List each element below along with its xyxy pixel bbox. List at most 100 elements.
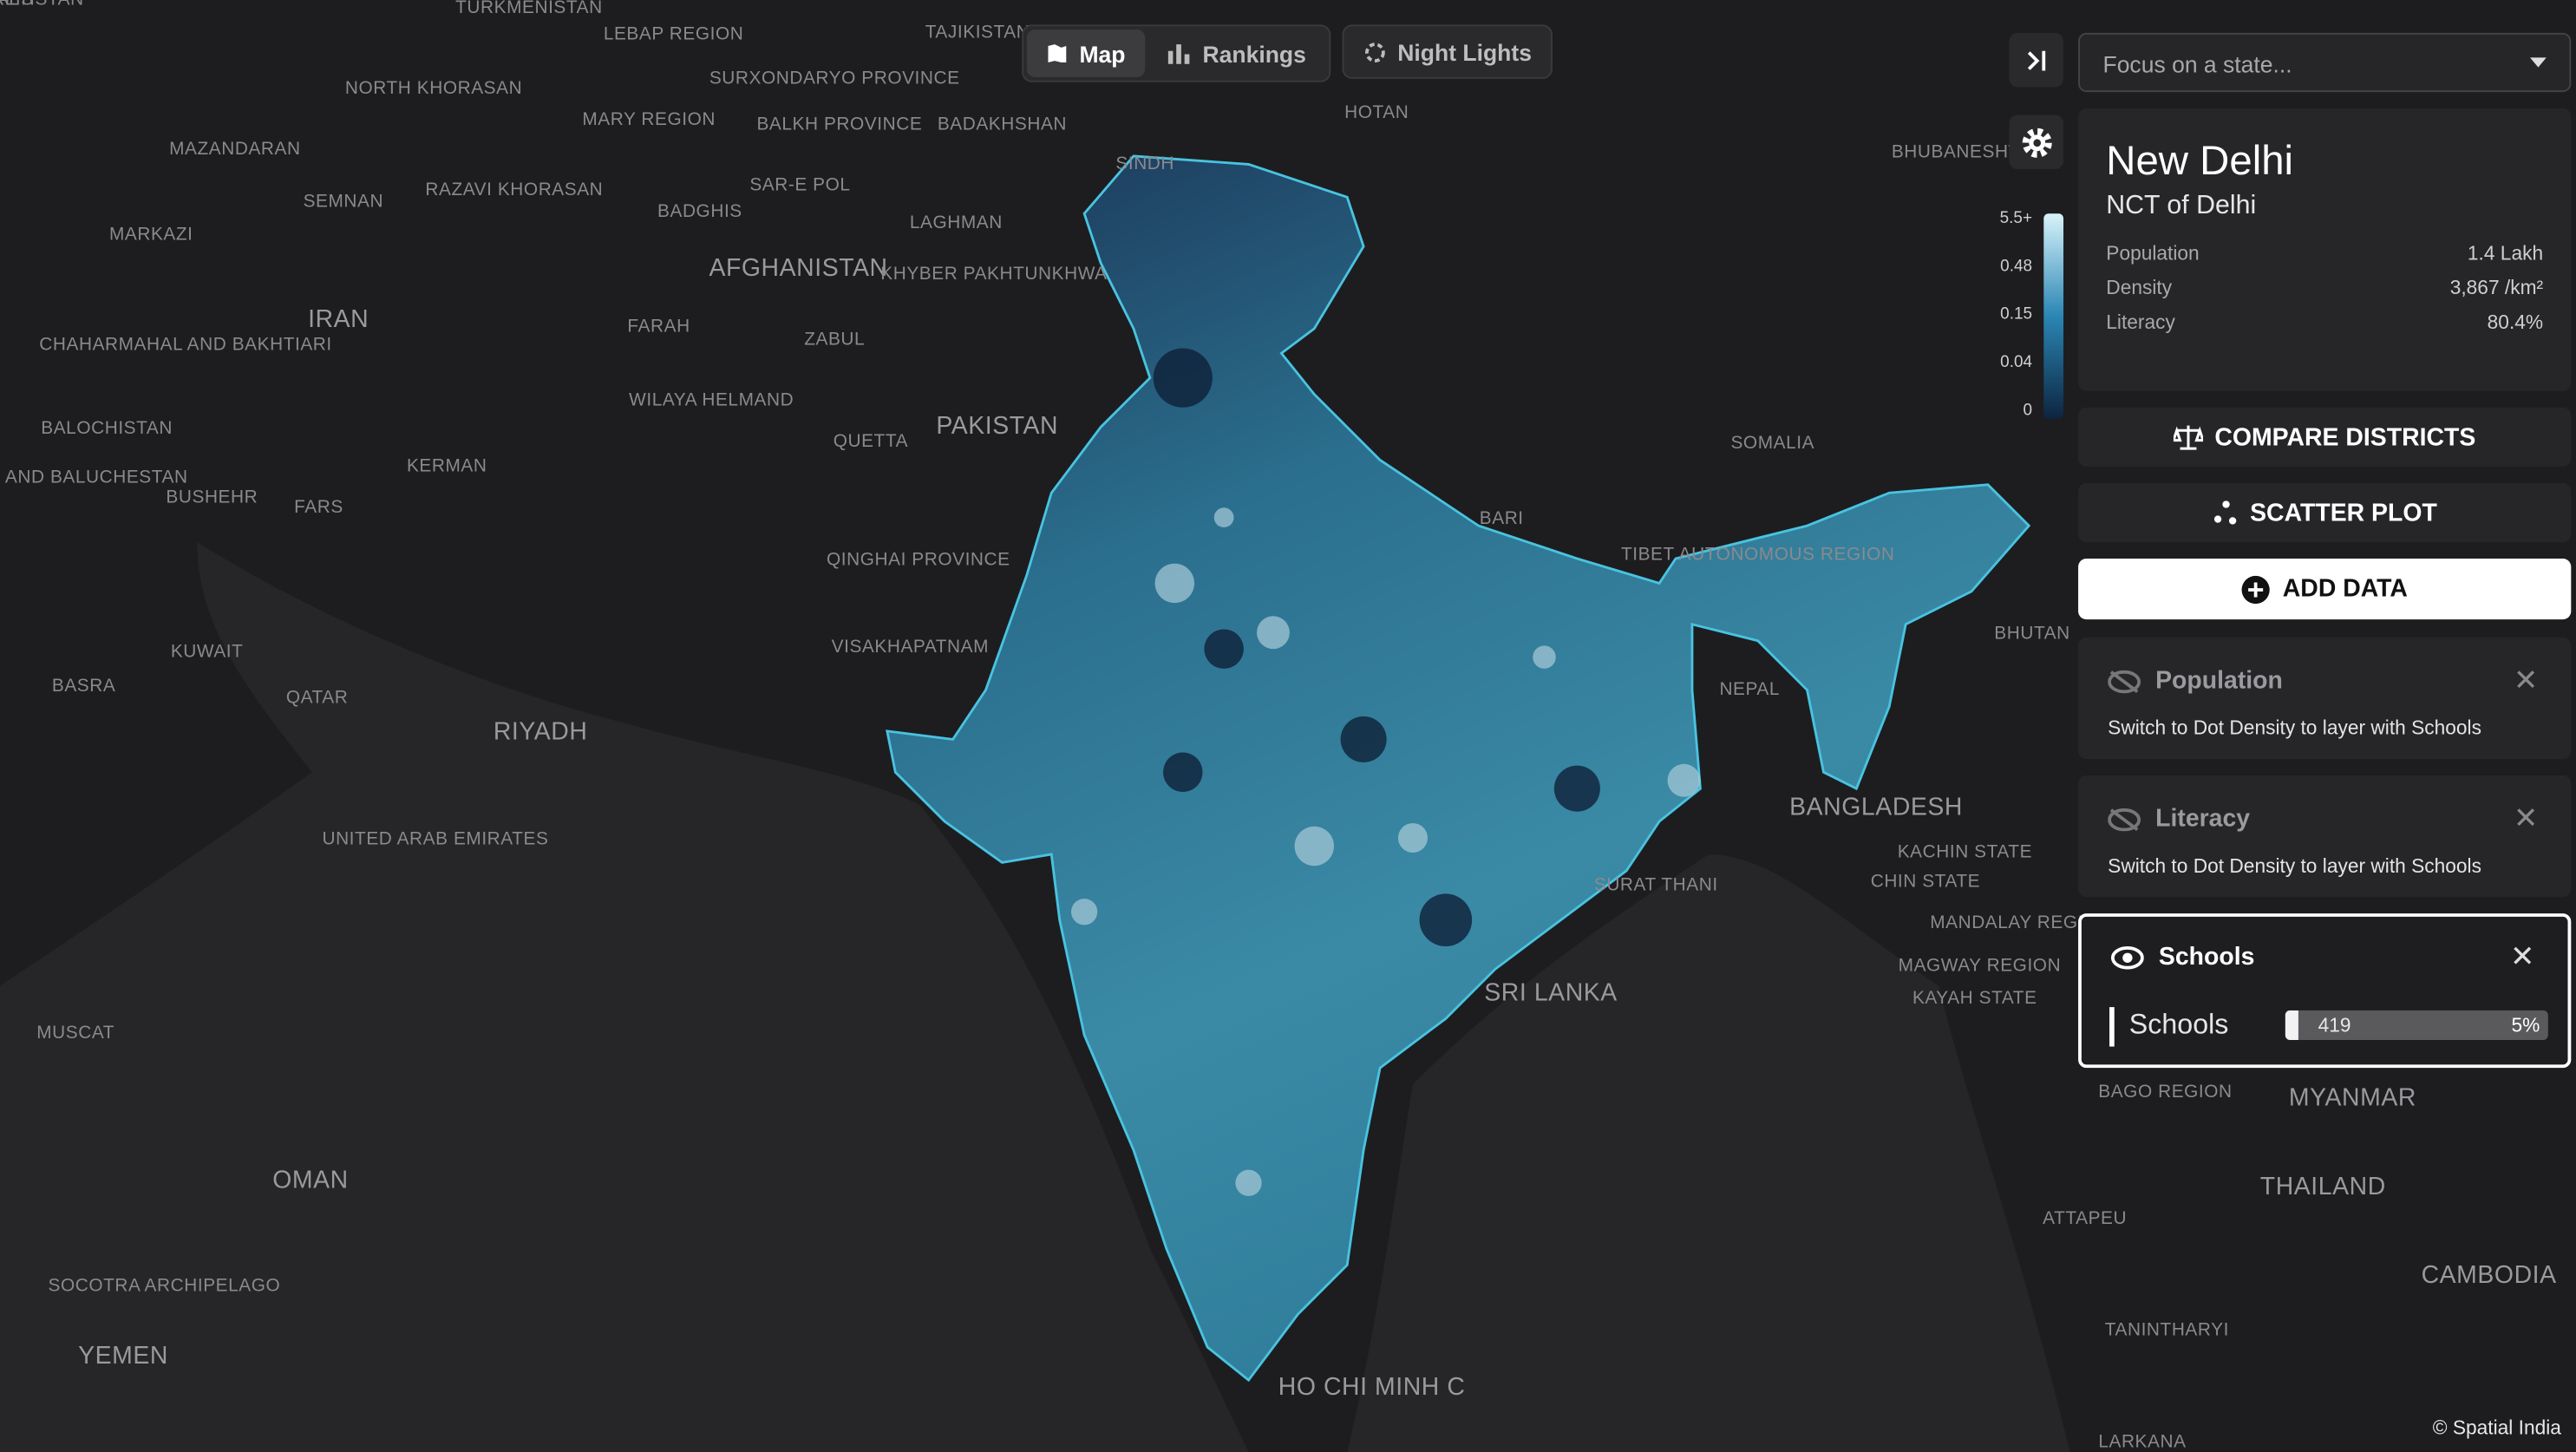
map-label: MAZANDARAN [169,139,301,159]
map-label: TIBET AUTONOMOUS REGION [1621,545,1895,565]
map-label: AFGHANISTAN [709,254,887,282]
stat-row: Literacy 80.4% [2106,311,2543,334]
layer-name: Literacy [2155,805,2251,834]
legend-tick-label: 0.04 [2000,353,2032,371]
stat-value: 3,867 /km² [2449,276,2544,299]
scatter-label: SCATTER PLOT [2250,498,2437,527]
map-label: PAKISTAN [936,412,1058,440]
eye-icon [2110,945,2144,969]
district-shadows [1153,348,1600,947]
lights-icon [1364,42,1385,62]
map-label: BALOCHISTAN [41,418,173,438]
metric-share: 5% [2511,1013,2540,1037]
map-label: BARI [1480,508,1524,528]
region-state: NCT of Delhi [2106,192,2257,220]
map-label: BANGLADESH [1789,793,1963,821]
map-label: MANDALAY REGION [1930,912,2111,932]
map-label: BADAKHSHAN [938,114,1067,134]
sea [0,542,1249,1452]
attribution: © Spatial India [2432,1416,2561,1440]
map-tab[interactable]: Map [1026,29,1146,78]
compare-districts-button[interactable]: COMPARE DISTRICTS [2078,407,2572,467]
map-label: CHIN STATE [1871,872,1980,892]
stat-label: Literacy [2106,310,2175,334]
map-label: PERLIS [0,0,34,10]
map-label: TAJIKISTAN [925,22,1030,42]
map-label: MARY REGION [582,109,716,129]
remove-layer[interactable]: ✕ [2510,939,2535,973]
map-label: VISAKHAPATNAM [832,637,989,657]
stat-label: Population [2106,241,2200,265]
map-label: MARKAZI [109,224,193,244]
map-label: NORTH KHORASAN [345,78,522,98]
add-data-label: ADD DATA [2282,574,2408,604]
gear-icon [2021,127,2051,157]
collapse-panel-button[interactable] [2009,32,2064,88]
legend-scale [2043,213,2064,420]
map-label: SEMNAN [304,191,384,211]
legend-tick-label: 0.48 [2000,257,2032,275]
dropdown-caret [2529,57,2547,68]
add-data-button[interactable]: ADD DATA [2078,559,2572,620]
state-select[interactable]: Focus on a state... [2078,32,2572,93]
map-label: RAZAVI KHORASAN [425,180,603,199]
layer-title: Population [2108,667,2283,695]
bar-icon [1167,44,1190,64]
map-label: MAGWAY REGION [1899,955,2062,975]
region-card: New Delhi NCT of Delhi Population 1.4 Lak… [2078,108,2572,391]
map-label: SOMALIA [1730,433,1814,453]
map-label: GILGIT-BALTISTAN [0,0,84,10]
map-label: UNITED ARAB EMIRATES [322,828,548,848]
map-label: SRI LANKA [1484,978,1618,1006]
metric-bar: 419 5% [2285,1010,2548,1040]
active-layer-card: Schools ✕ Schools 419 5% [2078,913,2572,1069]
map-label: BHUTAN [1994,624,2070,644]
district-highlights [1070,507,1701,1196]
map-label: BADGHIS [657,201,742,221]
map-label: TURKMENISTAN [455,0,603,17]
plus-icon [2242,574,2271,604]
stat-row: Density 3,867 /km² [2106,276,2543,299]
settings-button[interactable] [2009,114,2064,170]
india [886,154,2031,1383]
map-label: FARS [294,497,343,517]
rankings-tab[interactable]: Rankings [1152,29,1323,77]
scatter-plot-button[interactable]: SCATTER PLOT [2078,482,2572,543]
layer-description: Switch to Dot Density to layer with Scho… [2108,716,2481,740]
stat-label: Density [2106,276,2173,299]
map-label: TANINTHARYI [2105,1320,2229,1340]
map-label: SOCOTRA ARCHIPELAGO [49,1276,281,1296]
map-label: FARAH [627,316,690,336]
map-label: HOTAN [1344,102,1409,122]
layer-card: Population ✕ Switch to Dot Density to la… [2078,637,2572,760]
map-label: KUWAIT [171,641,244,661]
hidden-eye-icon [2108,669,2141,693]
map-label: WILAYA HELMAND [629,390,794,410]
remove-layer[interactable]: ✕ [2513,664,2539,697]
layer-card: Literacy ✕ Switch to Dot Density to laye… [2078,775,2572,898]
map-label: KERMAN [407,455,487,475]
remove-layer[interactable]: ✕ [2513,801,2539,835]
legend-tick-label: 0 [2023,402,2032,420]
map-label: BASRA [52,676,115,696]
collapse-icon [2026,49,2045,70]
map-label: LEBAP REGION [604,23,744,43]
view-toggle: Map Rankings [1022,24,1331,82]
layer-name: Population [2155,667,2283,696]
map-label: QINGHAI PROVINCE [827,549,1010,569]
night-lights-button[interactable]: Night Lights [1342,24,1553,79]
metric-label: Schools [2128,1008,2229,1040]
map-label: CAMBODIA [2422,1261,2557,1289]
compare-label: COMPARE DISTRICTS [2214,422,2476,451]
map-label: OMAN [272,1166,349,1194]
map-label: BALKH PROVINCE [756,114,922,134]
map-label: ATTAPEU [2043,1208,2127,1228]
scale-icon [2174,425,2204,450]
map-label: CHAHARMAHAL AND BAKHTIARI [39,334,332,354]
scatter-icon [2213,500,2236,525]
map-label: BAGO REGION [2098,1082,2232,1102]
map-label: YEMEN [78,1342,168,1370]
map-label: QUETTA [834,431,908,451]
